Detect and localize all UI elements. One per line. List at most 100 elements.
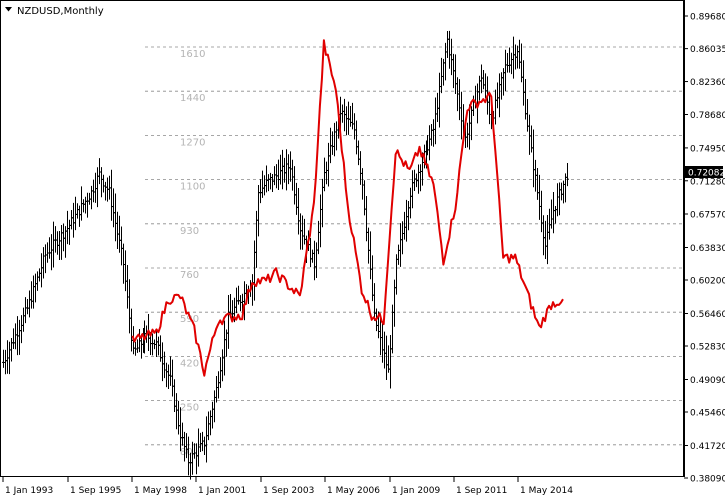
price-bar xyxy=(321,178,324,228)
price-bar xyxy=(403,211,406,240)
price-tick-label: 0.41720 xyxy=(690,442,725,452)
price-bar xyxy=(438,72,441,128)
price-bar xyxy=(116,211,119,249)
price-bar xyxy=(8,341,11,375)
price-bar xyxy=(4,349,7,375)
price-bar xyxy=(227,295,230,349)
triangle-down-icon[interactable] xyxy=(5,7,12,12)
level-label: 1440 xyxy=(180,93,205,104)
price-bar xyxy=(155,330,158,358)
price-bar xyxy=(454,54,457,95)
price-bar xyxy=(357,140,360,166)
price-bar xyxy=(349,106,352,127)
price-bar xyxy=(313,240,316,281)
price-bar xyxy=(446,30,449,59)
price-tick-label: 0.74950 xyxy=(690,144,725,154)
price-bar xyxy=(351,102,354,130)
price-bar xyxy=(538,174,541,220)
price-bar xyxy=(30,281,33,309)
price-bar xyxy=(104,181,107,201)
price-bar xyxy=(169,356,172,386)
price-bar xyxy=(389,334,392,389)
price-bar xyxy=(199,432,202,452)
price-bar xyxy=(70,209,73,230)
price-bar xyxy=(301,215,304,250)
price-bar xyxy=(84,196,87,214)
price-bar xyxy=(261,170,264,198)
price-bar xyxy=(532,129,535,188)
level-label: 1270 xyxy=(180,137,205,148)
price-bar xyxy=(163,351,166,379)
price-bar xyxy=(56,231,59,255)
price-bar xyxy=(484,73,487,99)
price-bar xyxy=(293,166,296,205)
price-bar xyxy=(223,320,226,376)
price-bar xyxy=(279,154,282,185)
time-tick-label: 1 Jan 2001 xyxy=(198,486,246,496)
price-bar xyxy=(60,224,63,260)
price-bar xyxy=(86,192,89,218)
price-bar xyxy=(345,106,348,136)
time-tick-label: 1 Sep 1995 xyxy=(70,486,121,496)
price-bar xyxy=(20,315,23,344)
price-bar xyxy=(273,166,276,186)
price-bar xyxy=(197,428,200,467)
price-bar xyxy=(448,30,451,69)
price-bar xyxy=(90,185,93,210)
price-bar xyxy=(395,254,398,295)
price-bar xyxy=(157,336,160,356)
price-tick-label: 0.78680 xyxy=(690,111,725,121)
price-bar xyxy=(271,173,274,192)
price-bar xyxy=(42,247,45,279)
price-bar xyxy=(373,283,376,321)
price-bar xyxy=(385,335,388,381)
price-bar xyxy=(512,36,515,79)
price-bar xyxy=(522,60,525,106)
price-bar xyxy=(393,279,396,327)
price-bar xyxy=(335,121,338,151)
price-bar xyxy=(281,149,284,190)
price-bar xyxy=(66,210,69,245)
price-bar xyxy=(347,101,350,135)
price-bar xyxy=(22,307,25,332)
price-bar xyxy=(518,39,521,69)
price-bar xyxy=(333,122,336,157)
overlay-line xyxy=(131,39,564,377)
price-bar xyxy=(417,164,420,194)
price-bar xyxy=(355,120,358,155)
price-bar xyxy=(311,249,314,263)
plot-frame xyxy=(0,0,684,477)
price-bar xyxy=(124,250,127,292)
price-bar xyxy=(498,73,501,118)
price-bar xyxy=(401,221,404,255)
price-bar xyxy=(62,223,65,252)
price-bar xyxy=(299,213,302,250)
price-bar xyxy=(544,220,547,260)
price-bar xyxy=(40,253,43,288)
price-bar xyxy=(371,255,374,302)
price-bar xyxy=(530,125,533,153)
price-bar xyxy=(428,125,431,161)
price-bar xyxy=(277,159,280,191)
price-bar xyxy=(18,319,21,355)
level-label: 930 xyxy=(180,226,199,237)
price-bar xyxy=(309,238,312,268)
price-bar xyxy=(215,376,218,403)
price-bar xyxy=(44,244,47,274)
price-bar xyxy=(167,364,170,389)
price-bar xyxy=(211,401,214,429)
price-bar xyxy=(516,45,519,69)
price-bar xyxy=(100,167,103,198)
price-bar xyxy=(331,131,334,155)
price-bar xyxy=(92,179,95,203)
price-bar xyxy=(303,218,306,245)
price-bar xyxy=(381,323,384,363)
current-price-label: 0.72082 xyxy=(688,169,725,179)
price-bar xyxy=(295,182,298,215)
price-bar xyxy=(205,416,208,463)
price-bar xyxy=(478,75,481,101)
price-bar xyxy=(74,196,77,231)
